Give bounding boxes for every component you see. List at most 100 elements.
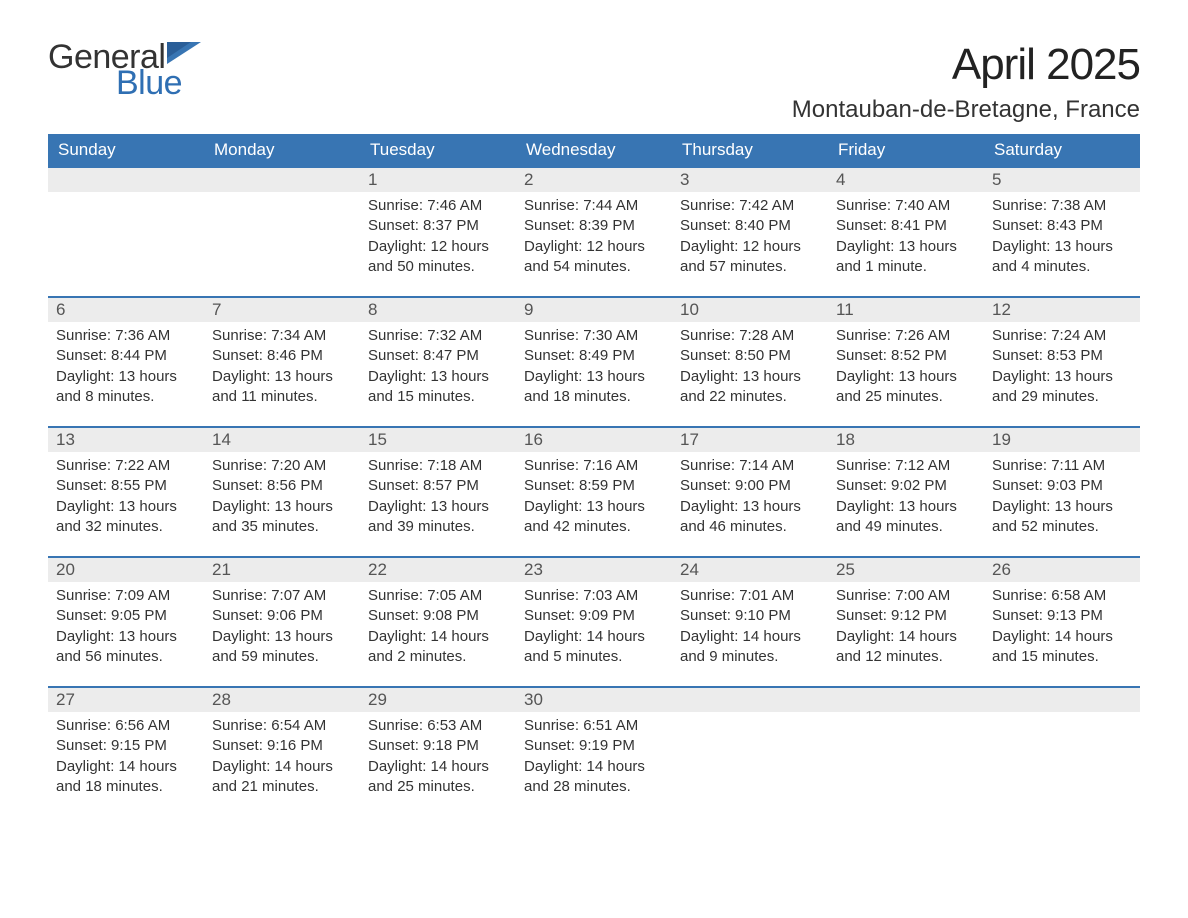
sunset-text: Sunset: 9:10 PM [680, 606, 820, 626]
daylight-text: Daylight: 14 hours and 9 minutes. [680, 627, 820, 668]
sunset-text: Sunset: 8:55 PM [56, 476, 196, 496]
daylight-text: Daylight: 12 hours and 54 minutes. [524, 237, 664, 278]
day-data: Sunrise: 7:36 AMSunset: 8:44 PMDaylight:… [48, 322, 204, 415]
daylight-text: Daylight: 13 hours and 42 minutes. [524, 497, 664, 538]
daylight-text: Daylight: 13 hours and 11 minutes. [212, 367, 352, 408]
day-data: Sunrise: 6:54 AMSunset: 9:16 PMDaylight:… [204, 712, 360, 805]
daylight-text: Daylight: 13 hours and 29 minutes. [992, 367, 1132, 408]
sunrise-text: Sunrise: 7:36 AM [56, 326, 196, 346]
calendar: Sunday Monday Tuesday Wednesday Thursday… [48, 134, 1140, 816]
day-number: . [984, 688, 1140, 712]
calendar-day-cell: 4Sunrise: 7:40 AMSunset: 8:41 PMDaylight… [828, 168, 984, 296]
day-number: . [672, 688, 828, 712]
day-data: Sunrise: 7:20 AMSunset: 8:56 PMDaylight:… [204, 452, 360, 545]
sunrise-text: Sunrise: 6:56 AM [56, 716, 196, 736]
daylight-text: Daylight: 13 hours and 25 minutes. [836, 367, 976, 408]
sunrise-text: Sunrise: 6:51 AM [524, 716, 664, 736]
sunset-text: Sunset: 9:09 PM [524, 606, 664, 626]
daylight-text: Daylight: 13 hours and 1 minute. [836, 237, 976, 278]
location: Montauban-de-Bretagne, France [792, 96, 1140, 124]
calendar-day-cell: 19Sunrise: 7:11 AMSunset: 9:03 PMDayligh… [984, 428, 1140, 556]
day-number: 29 [360, 688, 516, 712]
sunrise-text: Sunrise: 7:42 AM [680, 196, 820, 216]
sunrise-text: Sunrise: 7:07 AM [212, 586, 352, 606]
day-number: 27 [48, 688, 204, 712]
day-number: . [48, 168, 204, 192]
sunset-text: Sunset: 9:12 PM [836, 606, 976, 626]
day-number: 2 [516, 168, 672, 192]
daylight-text: Daylight: 14 hours and 15 minutes. [992, 627, 1132, 668]
daylight-text: Daylight: 12 hours and 50 minutes. [368, 237, 508, 278]
sunset-text: Sunset: 8:37 PM [368, 216, 508, 236]
sunset-text: Sunset: 8:56 PM [212, 476, 352, 496]
sunset-text: Sunset: 8:49 PM [524, 346, 664, 366]
day-number: 1 [360, 168, 516, 192]
daylight-text: Daylight: 13 hours and 35 minutes. [212, 497, 352, 538]
day-number: 30 [516, 688, 672, 712]
calendar-day-cell: 18Sunrise: 7:12 AMSunset: 9:02 PMDayligh… [828, 428, 984, 556]
sunset-text: Sunset: 8:41 PM [836, 216, 976, 236]
day-data: Sunrise: 7:28 AMSunset: 8:50 PMDaylight:… [672, 322, 828, 415]
sunset-text: Sunset: 8:39 PM [524, 216, 664, 236]
weekday-header: Friday [828, 134, 984, 166]
day-number: 11 [828, 298, 984, 322]
day-number: 24 [672, 558, 828, 582]
sunset-text: Sunset: 9:16 PM [212, 736, 352, 756]
calendar-day-cell: 9Sunrise: 7:30 AMSunset: 8:49 PMDaylight… [516, 298, 672, 426]
sunrise-text: Sunrise: 7:26 AM [836, 326, 976, 346]
day-number: 13 [48, 428, 204, 452]
day-data: Sunrise: 7:38 AMSunset: 8:43 PMDaylight:… [984, 192, 1140, 285]
weekday-header: Tuesday [360, 134, 516, 166]
calendar-day-cell: 20Sunrise: 7:09 AMSunset: 9:05 PMDayligh… [48, 558, 204, 686]
sunset-text: Sunset: 9:05 PM [56, 606, 196, 626]
day-number: 16 [516, 428, 672, 452]
calendar-day-cell: 24Sunrise: 7:01 AMSunset: 9:10 PMDayligh… [672, 558, 828, 686]
calendar-day-cell: 7Sunrise: 7:34 AMSunset: 8:46 PMDaylight… [204, 298, 360, 426]
title-block: April 2025 Montauban-de-Bretagne, France [792, 40, 1140, 124]
header: General Blue April 2025 Montauban-de-Bre… [48, 40, 1140, 124]
day-data: Sunrise: 7:40 AMSunset: 8:41 PMDaylight:… [828, 192, 984, 285]
daylight-text: Daylight: 13 hours and 18 minutes. [524, 367, 664, 408]
day-number: 19 [984, 428, 1140, 452]
sunrise-text: Sunrise: 7:30 AM [524, 326, 664, 346]
sunrise-text: Sunrise: 7:44 AM [524, 196, 664, 216]
calendar-week: ..1Sunrise: 7:46 AMSunset: 8:37 PMDaylig… [48, 166, 1140, 296]
calendar-day-cell: 11Sunrise: 7:26 AMSunset: 8:52 PMDayligh… [828, 298, 984, 426]
sunrise-text: Sunrise: 7:34 AM [212, 326, 352, 346]
sunrise-text: Sunrise: 7:24 AM [992, 326, 1132, 346]
sunrise-text: Sunrise: 6:54 AM [212, 716, 352, 736]
sunset-text: Sunset: 9:03 PM [992, 476, 1132, 496]
day-data: Sunrise: 7:05 AMSunset: 9:08 PMDaylight:… [360, 582, 516, 675]
day-data: Sunrise: 7:30 AMSunset: 8:49 PMDaylight:… [516, 322, 672, 415]
daylight-text: Daylight: 13 hours and 8 minutes. [56, 367, 196, 408]
sunrise-text: Sunrise: 7:18 AM [368, 456, 508, 476]
sunset-text: Sunset: 8:40 PM [680, 216, 820, 236]
month-title: April 2025 [792, 40, 1140, 90]
calendar-day-cell: 6Sunrise: 7:36 AMSunset: 8:44 PMDaylight… [48, 298, 204, 426]
day-number: 21 [204, 558, 360, 582]
day-data: Sunrise: 7:24 AMSunset: 8:53 PMDaylight:… [984, 322, 1140, 415]
day-number: 28 [204, 688, 360, 712]
sunrise-text: Sunrise: 7:38 AM [992, 196, 1132, 216]
day-data: Sunrise: 7:34 AMSunset: 8:46 PMDaylight:… [204, 322, 360, 415]
day-data: Sunrise: 7:12 AMSunset: 9:02 PMDaylight:… [828, 452, 984, 545]
day-number: 3 [672, 168, 828, 192]
daylight-text: Daylight: 14 hours and 18 minutes. [56, 757, 196, 798]
sunset-text: Sunset: 8:57 PM [368, 476, 508, 496]
sunset-text: Sunset: 9:15 PM [56, 736, 196, 756]
calendar-day-cell: 1 Sunrise: 7:46 AMSunset: 8:37 PMDaylight… [360, 168, 516, 296]
daylight-text: Daylight: 13 hours and 4 minutes. [992, 237, 1132, 278]
sunrise-text: Sunrise: 7:12 AM [836, 456, 976, 476]
sunset-text: Sunset: 9:08 PM [368, 606, 508, 626]
calendar-day-cell: . [672, 688, 828, 816]
sunrise-text: Sunrise: 6:58 AM [992, 586, 1132, 606]
sunset-text: Sunset: 9:19 PM [524, 736, 664, 756]
day-data: Sunrise: 7:42 AMSunset: 8:40 PMDaylight:… [672, 192, 828, 285]
day-number: 23 [516, 558, 672, 582]
calendar-day-cell: . [828, 688, 984, 816]
sunset-text: Sunset: 8:50 PM [680, 346, 820, 366]
daylight-text: Daylight: 14 hours and 5 minutes. [524, 627, 664, 668]
sunrise-text: Sunrise: 7:46 AM [368, 196, 508, 216]
calendar-day-cell: 2 Sunrise: 7:44 AMSunset: 8:39 PMDaylight… [516, 168, 672, 296]
sunset-text: Sunset: 8:59 PM [524, 476, 664, 496]
